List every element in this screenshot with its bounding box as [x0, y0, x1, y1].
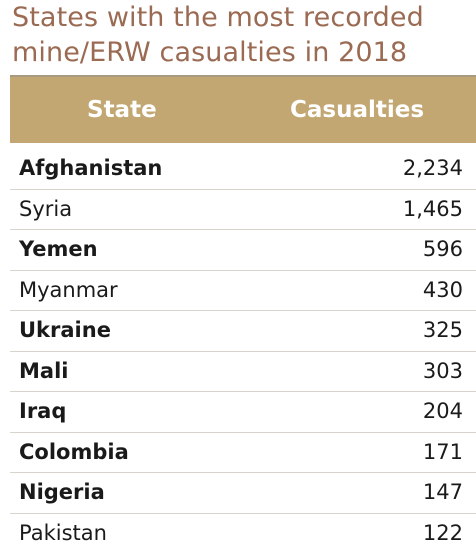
- casualties-value-cell: 596: [422, 237, 463, 261]
- chart-title-line-2: mine/ERW casualties in 2018: [12, 37, 408, 68]
- table-row: Myanmar 430: [10, 271, 476, 311]
- table-row: Ukraine 325: [10, 311, 476, 352]
- state-name-cell: Yemen: [19, 237, 98, 261]
- state-name-cell: Iraq: [19, 399, 67, 423]
- table-row: Colombia 171: [10, 433, 476, 473]
- casualties-value-cell: 204: [422, 399, 463, 423]
- table-row: Mali 303: [10, 352, 476, 392]
- state-name-cell: Myanmar: [19, 277, 118, 302]
- table-row: Iraq 204: [10, 392, 476, 433]
- casualties-value-cell: 2,234: [402, 156, 463, 180]
- table-row: Syria 1,465: [10, 190, 476, 230]
- table-header: State Casualties: [10, 75, 476, 143]
- table-row: Yemen 596: [10, 230, 476, 271]
- casualties-value-cell: 325: [422, 318, 463, 342]
- state-name-cell: Pakistan: [19, 520, 107, 545]
- table-row: Nigeria 147: [10, 473, 476, 514]
- state-name-cell: Syria: [19, 196, 73, 221]
- table-body: Afghanistan 2,234 Syria 1,465 Yemen 596 Myanma…: [10, 149, 476, 554]
- casualties-value-cell: 1,465: [402, 196, 463, 221]
- state-name-cell: Mali: [19, 358, 69, 383]
- casualties-value-cell: 147: [422, 480, 463, 504]
- state-name-cell: Colombia: [19, 439, 129, 464]
- chart-title: States with the most recorded mine/ERW c…: [12, 0, 474, 70]
- table-row: Pakistan 122: [10, 514, 476, 555]
- casualties-value-cell: 303: [422, 358, 463, 383]
- state-name-cell: Nigeria: [19, 480, 105, 504]
- casualties-value-cell: 430: [422, 277, 463, 302]
- casualties-value-cell: 171: [422, 439, 463, 464]
- casualties-value-cell: 122: [422, 520, 463, 545]
- column-header-casualties: Casualties: [290, 97, 425, 123]
- state-name-cell: Afghanistan: [19, 156, 163, 180]
- table-row: Afghanistan 2,234: [10, 149, 476, 190]
- column-header-state: State: [87, 97, 157, 123]
- state-name-cell: Ukraine: [19, 318, 111, 342]
- chart-title-line-1: States with the most recorded: [12, 2, 424, 33]
